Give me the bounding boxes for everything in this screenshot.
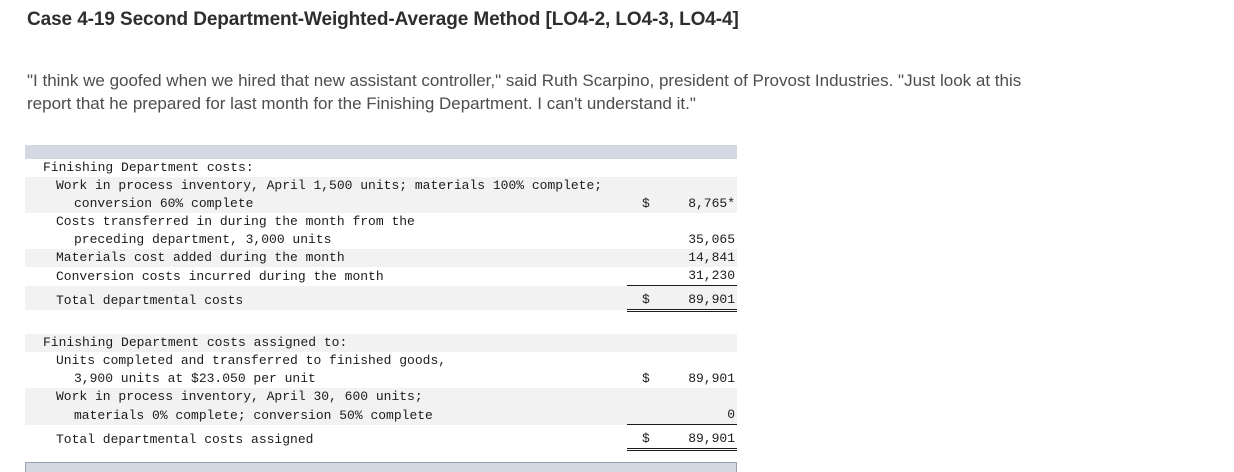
report-row-label: Materials cost added during the month [56,250,345,265]
report-row: Finishing Department costs: [25,159,737,177]
report-row-label: Costs transferred in during the month fr… [56,214,415,229]
report-row-label: Finishing Department costs assigned to: [43,335,348,350]
report-row-label: materials 0% complete; conversion 50% co… [74,408,433,423]
report-row-amount: 8,765* [688,196,735,211]
report-row-amount-cell: $89,901 [627,430,737,451]
table-rows-container: Finishing Department costs: Work in proce… [25,159,737,462]
report-row-label: conversion 60% complete [74,196,254,211]
report-row-amount: 89,901 [688,371,735,386]
report-row: Finishing Department costs assigned to: [25,334,737,352]
report-row-label: Conversion costs incurred during the mon… [56,269,384,284]
currency-symbol: $ [642,292,650,307]
report-row: Total departmental costs assigned $89,901 [25,425,737,451]
table-header-band [25,145,737,159]
report-row-label: 3,900 units at $23.050 per unit [74,371,316,386]
report-row-label: Work in process inventory, April 1,500 u… [56,178,603,193]
report-row: conversion 60% complete $8,765* [25,195,737,213]
report-row: materials 0% complete; conversion 50% co… [25,406,737,425]
report-row-amount: 35,065 [688,232,735,247]
report-row: Work in process inventory, April 30, 600… [25,388,737,406]
report-row-amount-cell: $89,901 [627,370,737,388]
report-row-amount-cell: 35,065 [627,231,737,249]
report-row-amount-cell: $8,765* [627,195,737,213]
report-row: Total departmental costs $89,901 [25,286,737,312]
report-row: Conversion costs incurred during the mon… [25,267,737,286]
intro-line-2: report that he prepared for last month f… [27,93,696,113]
currency-symbol [629,267,642,285]
currency-symbol [629,406,642,424]
report-row: preceding department, 3,000 units 35,065 [25,231,737,249]
report-row-label: Finishing Department costs: [43,160,254,175]
report-row-label: Units completed and transferred to finis… [56,353,447,368]
report-row-amount: 89,901 [688,292,735,307]
currency-symbol: $ [642,371,650,386]
report-row-amount-cell: $89,901 [627,291,737,312]
report-row-amount: 0 [727,407,735,422]
report-row: 3,900 units at $23.050 per unit $89,901 [25,370,737,388]
report-row-label: preceding department, 3,000 units [74,232,332,247]
currency-symbol: $ [642,431,650,446]
report-spacer-row [25,314,737,334]
report-row: Costs transferred in during the month fr… [25,213,737,231]
report-spacer-row [25,453,737,462]
report-row-amount-cell: 14,841 [627,249,737,267]
report-row-amount: 31,230 [688,268,735,283]
currency-symbol [629,231,642,249]
report-row-amount-cell: 31,230 [627,267,737,286]
page-title: Case 4-19 Second Department-Weighted-Ave… [27,9,739,30]
report-row: Units completed and transferred to finis… [25,352,737,370]
report-row-label: Total departmental costs assigned [56,432,314,447]
intro-paragraph: "I think we goofed when we hired that ne… [27,70,1217,115]
report-row-amount: 14,841 [688,250,735,265]
intro-line-1: "I think we goofed when we hired that ne… [27,71,1022,90]
table-footer-band [25,462,737,472]
currency-symbol [629,249,642,267]
report-row-amount-cell: 0 [627,406,737,425]
report-row-label: Total departmental costs [56,293,244,308]
report-row: Work in process inventory, April 1,500 u… [25,177,737,195]
report-row: Materials cost added during the month 14,… [25,249,737,267]
currency-symbol: $ [642,196,650,211]
report-row-amount: 89,901 [688,431,735,446]
cost-report-table: Finishing Department costs: Work in proce… [25,145,737,472]
report-row-label: Work in process inventory, April 30, 600… [56,389,423,404]
